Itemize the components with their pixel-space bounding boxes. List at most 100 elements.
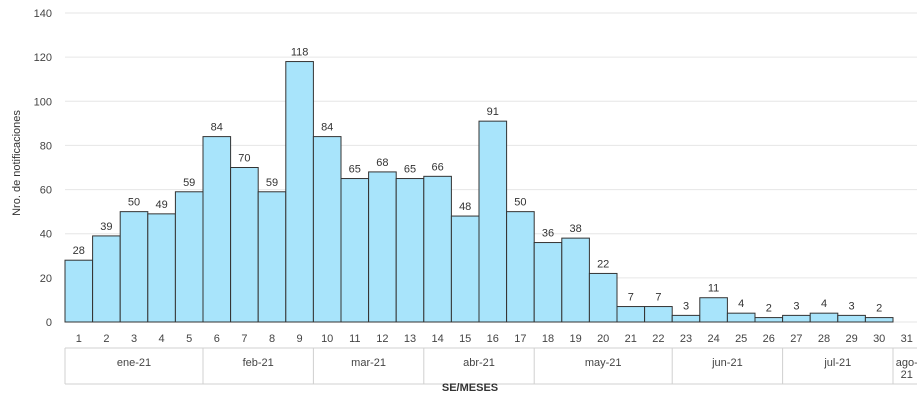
x-tick-label: 14 bbox=[431, 333, 443, 345]
bar bbox=[119, 211, 149, 323]
data-label: 48 bbox=[459, 201, 471, 213]
data-label: 66 bbox=[431, 161, 443, 173]
month-label: jul-21 bbox=[823, 357, 851, 369]
bar bbox=[368, 171, 397, 323]
bar bbox=[726, 312, 756, 323]
data-label: 2 bbox=[876, 303, 882, 315]
y-tick-label: 40 bbox=[40, 229, 52, 241]
bar bbox=[837, 314, 866, 323]
x-axis-ticks: 1 2 3 4 5 6 7 8 9 10 11 12 13 14 15 16 17 18 19 20 21 22 23 24 2… bbox=[76, 333, 913, 345]
data-label: 39 bbox=[100, 221, 112, 233]
data-labels: 28 39 50 49 59 84 70 59 118 84 65 68 65 66 48 91 50 36 38 2… bbox=[73, 47, 883, 315]
month-label: ago-21 bbox=[896, 357, 917, 381]
x-tick-label: 21 bbox=[625, 333, 637, 345]
bar bbox=[257, 191, 287, 323]
bar bbox=[230, 167, 259, 323]
bar bbox=[64, 259, 94, 323]
data-label: 11 bbox=[708, 283, 719, 295]
data-label: 4 bbox=[738, 298, 744, 310]
x-tick-label: 9 bbox=[297, 333, 303, 345]
bar bbox=[340, 178, 370, 323]
data-label: 50 bbox=[514, 197, 526, 209]
x-tick-label: 26 bbox=[763, 333, 775, 345]
y-tick-label: 140 bbox=[34, 8, 52, 20]
month-label: jun-21 bbox=[711, 357, 743, 369]
x-tick-label: 23 bbox=[680, 333, 692, 345]
x-tick-label: 17 bbox=[514, 333, 526, 345]
x-axis-label: SE/MESES bbox=[442, 382, 498, 394]
data-label: 91 bbox=[487, 106, 499, 118]
data-label: 7 bbox=[628, 292, 634, 304]
data-label: 38 bbox=[569, 223, 581, 235]
bar bbox=[588, 272, 618, 323]
bar bbox=[809, 312, 839, 323]
bar bbox=[644, 306, 673, 323]
data-label: 49 bbox=[155, 199, 167, 211]
data-label: 70 bbox=[238, 153, 250, 165]
x-tick-label: 20 bbox=[597, 333, 609, 345]
x-tick-label: 1 bbox=[76, 333, 82, 345]
bar bbox=[202, 136, 232, 323]
bar bbox=[561, 237, 590, 323]
x-tick-label: 31 bbox=[901, 333, 913, 345]
bar bbox=[285, 61, 314, 323]
bar bbox=[450, 215, 480, 323]
y-tick-label: 120 bbox=[34, 52, 52, 64]
month-label: ene-21 bbox=[117, 357, 151, 369]
data-label: 28 bbox=[73, 245, 85, 257]
bar bbox=[782, 314, 811, 323]
bar bbox=[671, 314, 701, 323]
data-label: 3 bbox=[793, 300, 799, 312]
month-label: feb-21 bbox=[243, 357, 274, 369]
bar bbox=[616, 306, 646, 323]
y-tick-label: 20 bbox=[40, 273, 52, 285]
data-label: 84 bbox=[211, 122, 223, 134]
data-label: 3 bbox=[849, 300, 855, 312]
x-tick-label: 15 bbox=[459, 333, 471, 345]
data-label: 65 bbox=[404, 164, 416, 176]
x-tick-label: 13 bbox=[404, 333, 416, 345]
x-tick-label: 7 bbox=[241, 333, 247, 345]
bar bbox=[174, 191, 204, 323]
month-label: abr-21 bbox=[463, 357, 495, 369]
data-label: 118 bbox=[291, 47, 309, 59]
x-tick-label: 3 bbox=[131, 333, 137, 345]
month-axis: ene-21 feb-21 mar-21 abr-21 may-21 jun-21 jul-… bbox=[64, 347, 917, 385]
bar bbox=[147, 213, 176, 323]
y-axis-ticks: 0 20 40 60 80 100 120 140 bbox=[34, 8, 52, 329]
month-label: mar-21 bbox=[351, 357, 386, 369]
y-tick-label: 100 bbox=[34, 96, 52, 108]
x-tick-label: 4 bbox=[159, 333, 165, 345]
data-label: 68 bbox=[376, 157, 388, 169]
data-label: 3 bbox=[683, 300, 689, 312]
x-tick-label: 28 bbox=[818, 333, 830, 345]
data-label: 59 bbox=[183, 177, 195, 189]
bar bbox=[423, 175, 452, 323]
bar bbox=[395, 178, 425, 323]
bar bbox=[506, 211, 535, 323]
x-tick-label: 5 bbox=[186, 333, 192, 345]
x-tick-label: 22 bbox=[652, 333, 664, 345]
x-tick-label: 16 bbox=[487, 333, 499, 345]
x-tick-label: 10 bbox=[321, 333, 333, 345]
x-tick-label: 30 bbox=[873, 333, 885, 345]
y-tick-label: 0 bbox=[46, 317, 52, 329]
bar bbox=[533, 242, 563, 323]
x-tick-label: 25 bbox=[735, 333, 747, 345]
x-tick-label: 29 bbox=[845, 333, 857, 345]
data-label: 84 bbox=[321, 122, 333, 134]
data-label: 2 bbox=[766, 303, 772, 315]
x-tick-label: 27 bbox=[790, 333, 802, 345]
month-label: may-21 bbox=[585, 357, 622, 369]
data-label: 22 bbox=[597, 258, 609, 270]
data-label: 65 bbox=[349, 164, 361, 176]
x-tick-label: 18 bbox=[542, 333, 554, 345]
bar bbox=[478, 120, 508, 323]
bars bbox=[64, 61, 894, 323]
data-label: 7 bbox=[655, 292, 661, 304]
data-label: 4 bbox=[821, 298, 827, 310]
data-label: 36 bbox=[542, 228, 554, 240]
x-tick-label: 19 bbox=[569, 333, 581, 345]
bar bbox=[699, 297, 728, 323]
x-tick-label: 11 bbox=[349, 333, 360, 345]
